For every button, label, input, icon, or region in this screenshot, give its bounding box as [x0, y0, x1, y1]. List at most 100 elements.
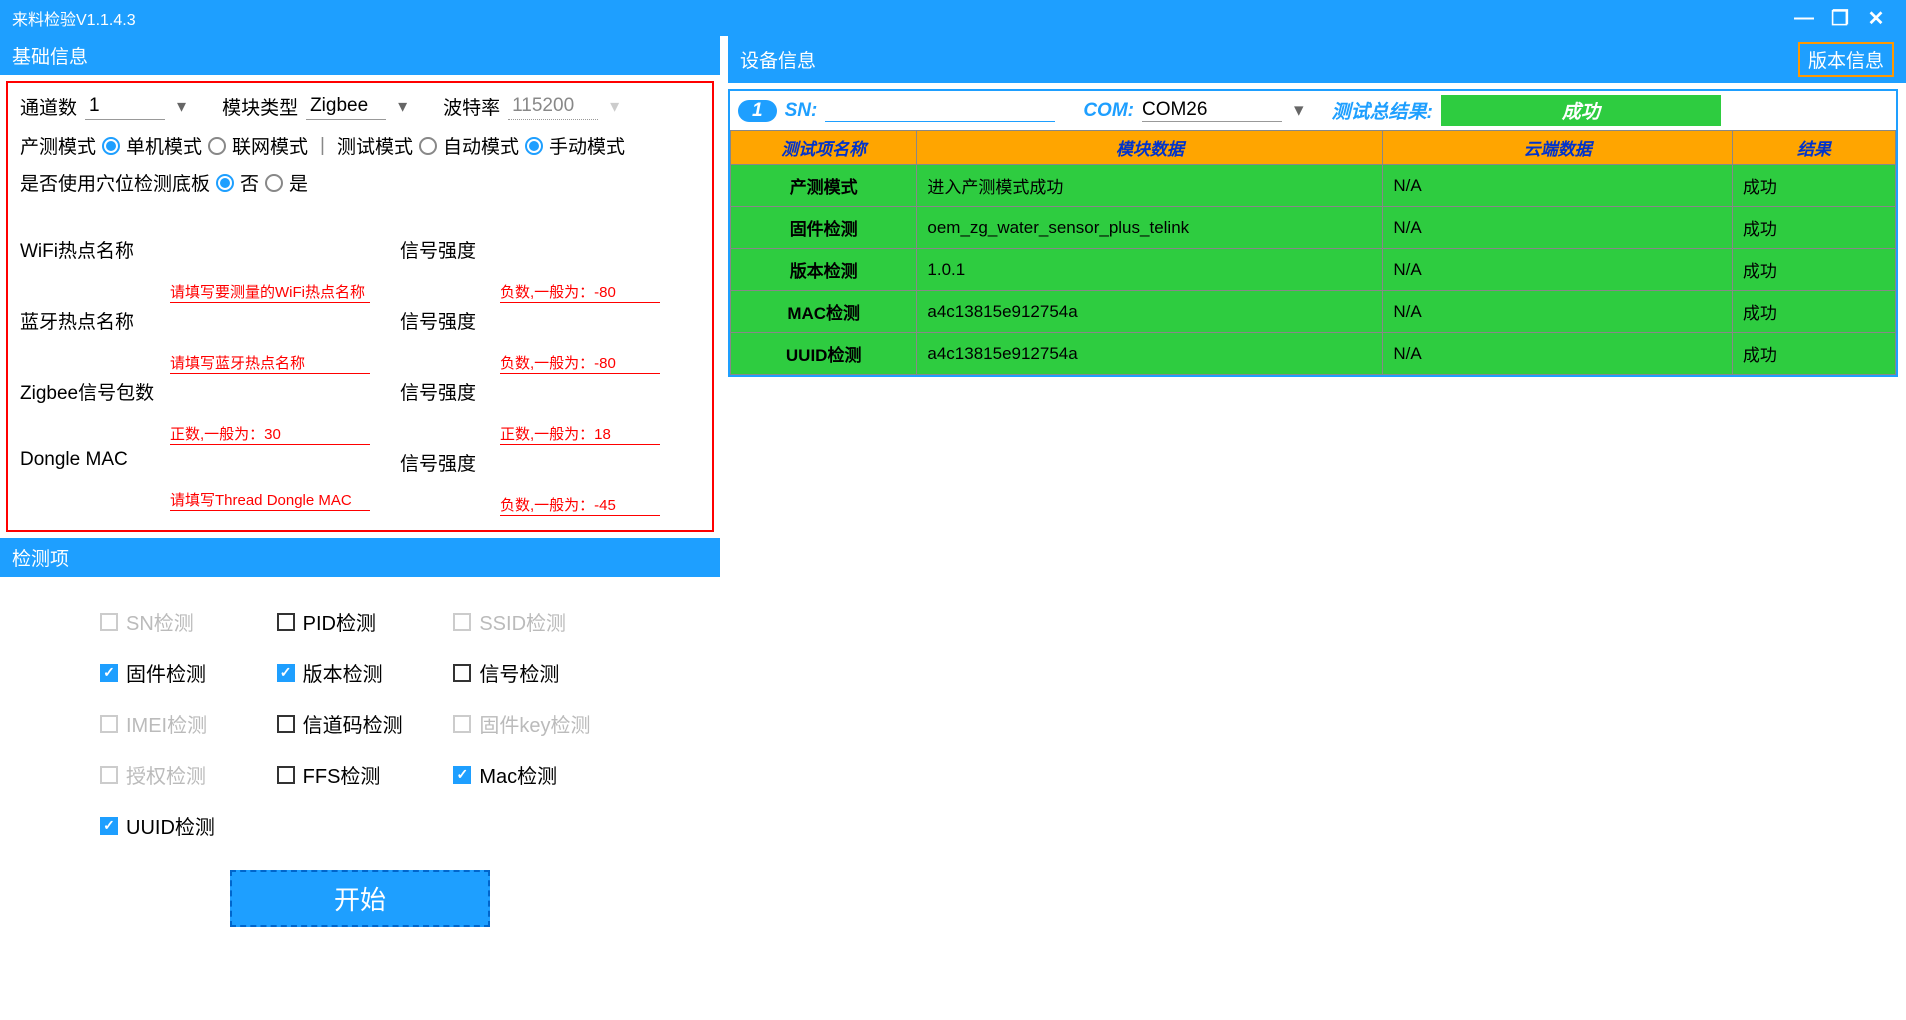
check-label: IMEI检测	[126, 709, 207, 738]
result-badge: 成功	[1441, 95, 1721, 126]
test-mode-label: 测试模式	[337, 132, 413, 159]
check-label: 固件key检测	[479, 709, 590, 738]
check-item[interactable]: ✓UUID检测	[100, 811, 267, 840]
checkbox[interactable]: ✓	[100, 664, 118, 682]
check-item: 授权检测	[100, 760, 267, 789]
checkbox	[100, 715, 118, 733]
test-result: 成功	[1732, 165, 1895, 207]
test-result: 成功	[1732, 291, 1895, 333]
check-label: Mac检测	[479, 760, 557, 789]
field-label: Dongle MAC	[20, 449, 370, 471]
checkbox[interactable]	[277, 766, 295, 784]
sn-input[interactable]	[825, 99, 1055, 122]
check-label: 信号检测	[479, 658, 559, 687]
field-input[interactable]: 请填写Thread Dongle MAC	[170, 489, 370, 511]
check-label: PID检测	[303, 607, 376, 636]
module-label: 模块类型	[222, 93, 298, 120]
checkbox	[100, 766, 118, 784]
maximize-icon[interactable]: ❐	[1822, 6, 1858, 31]
table-header: 结果	[1732, 131, 1895, 165]
checkbox	[453, 613, 471, 631]
start-button[interactable]: 开始	[230, 870, 490, 927]
minimize-icon[interactable]: —	[1786, 7, 1822, 30]
field-input[interactable]: 请填写要测量的WiFi热点名称	[170, 281, 370, 303]
field-label: WiFi热点名称	[20, 236, 370, 263]
chevron-down-icon[interactable]: ▾	[1294, 99, 1304, 122]
module-select[interactable]: Zigbee	[306, 93, 386, 120]
check-item[interactable]: FFS检测	[277, 760, 444, 789]
socket-no-radio[interactable]	[216, 174, 234, 192]
test-name: UUID检测	[731, 333, 917, 375]
cloud-data: N/A	[1383, 333, 1733, 375]
checkbox	[100, 613, 118, 631]
baud-label: 波特率	[443, 93, 500, 120]
socket-yes-radio[interactable]	[265, 174, 283, 192]
single-mode-label: 单机模式	[126, 132, 202, 159]
check-item[interactable]: 信号检测	[453, 658, 620, 687]
device-badge: 1	[738, 100, 777, 122]
titlebar: 来料检验V1.1.4.3 — ❐ ✕	[0, 0, 1906, 36]
manual-mode-radio[interactable]	[525, 137, 543, 155]
check-item[interactable]: PID检测	[277, 607, 444, 636]
test-result: 成功	[1732, 249, 1895, 291]
check-item[interactable]: 信道码检测	[277, 709, 444, 738]
check-header: 检测项	[0, 538, 720, 577]
checkbox[interactable]: ✓	[277, 664, 295, 682]
device-info-header: 设备信息 版本信息	[728, 36, 1906, 83]
cloud-data: N/A	[1383, 207, 1733, 249]
table-row: UUID检测 a4c13815e912754a N/A 成功	[731, 333, 1896, 375]
device-info-title: 设备信息	[740, 46, 816, 73]
module-data: a4c13815e912754a	[917, 333, 1383, 375]
signal-input[interactable]: 负数,一般为：-80	[500, 352, 660, 374]
check-label: 授权检测	[126, 760, 206, 789]
signal-input[interactable]: 正数,一般为：18	[500, 423, 660, 445]
check-item[interactable]: ✓ Mac检测	[453, 760, 620, 789]
table-row: 固件检测 oem_zg_water_sensor_plus_telink N/A…	[731, 207, 1896, 249]
com-label: COM:	[1083, 100, 1134, 122]
checkbox[interactable]: ✓	[100, 817, 118, 835]
check-item[interactable]: ✓ 版本检测	[277, 658, 444, 687]
single-mode-radio[interactable]	[102, 137, 120, 155]
check-grid: SN检测PID检测SSID检测✓固件检测✓版本检测信号检测IMEI检测信道码检测…	[0, 577, 720, 850]
field-input[interactable]: 正数,一般为：30	[170, 423, 370, 445]
table-row: MAC检测 a4c13815e912754a N/A 成功	[731, 291, 1896, 333]
checkbox[interactable]	[453, 664, 471, 682]
test-name: 产测模式	[731, 165, 917, 207]
app-title: 来料检验V1.1.4.3	[12, 6, 136, 30]
basic-info-panel: 通道数 1 ▾ 模块类型 Zigbee ▾ 波特率 115200 ▾ 产测模式 …	[6, 81, 714, 532]
auto-mode-radio[interactable]	[419, 137, 437, 155]
chevron-down-icon[interactable]: ▾	[177, 96, 186, 117]
cloud-data: N/A	[1383, 165, 1733, 207]
check-item[interactable]: ✓ 固件检测	[100, 658, 267, 687]
check-label: FFS检测	[303, 760, 381, 789]
channel-select[interactable]: 1	[85, 93, 165, 120]
close-icon[interactable]: ✕	[1858, 6, 1894, 31]
checkbox[interactable]	[277, 613, 295, 631]
result-label: 测试总结果:	[1332, 97, 1433, 124]
test-name: MAC检测	[731, 291, 917, 333]
field-input[interactable]: 请填写蓝牙热点名称	[170, 352, 370, 374]
checkbox[interactable]: ✓	[453, 766, 471, 784]
test-result: 成功	[1732, 207, 1895, 249]
version-info-button[interactable]: 版本信息	[1798, 42, 1894, 77]
signal-input[interactable]: 负数,一般为：-45	[500, 494, 660, 516]
cloud-data: N/A	[1383, 249, 1733, 291]
prod-mode-label: 产测模式	[20, 132, 96, 159]
check-label: SSID检测	[479, 607, 566, 636]
com-select[interactable]: COM26	[1142, 99, 1282, 122]
checkbox	[453, 715, 471, 733]
chevron-down-icon[interactable]: ▾	[398, 96, 407, 117]
table-header: 云端数据	[1383, 131, 1733, 165]
baud-select[interactable]: 115200	[508, 93, 598, 120]
test-name: 版本检测	[731, 249, 917, 291]
basic-info-header: 基础信息	[0, 36, 720, 75]
check-item: SSID检测	[453, 607, 620, 636]
checkbox[interactable]	[277, 715, 295, 733]
check-label: 固件检测	[126, 658, 206, 687]
check-label: 版本检测	[303, 658, 383, 687]
network-mode-radio[interactable]	[208, 137, 226, 155]
sn-label: SN:	[785, 100, 818, 122]
table-row: 版本检测 1.0.1 N/A 成功	[731, 249, 1896, 291]
signal-input[interactable]: 负数,一般为：-80	[500, 281, 660, 303]
field-label: Zigbee信号包数	[20, 378, 370, 405]
